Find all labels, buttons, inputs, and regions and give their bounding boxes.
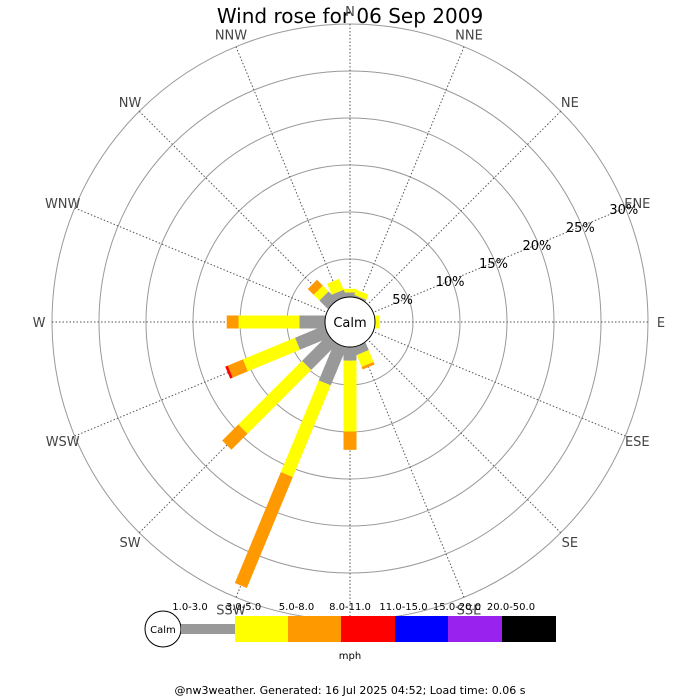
bar-sw-bin-1 [301,335,337,371]
legend-label-6: 15.0-20.0 [433,602,481,613]
bar-wsw-bin-3 [227,359,248,378]
legend-swatch-1 [181,624,235,634]
calm-label: Calm [333,316,366,331]
legend-swatch-3 [288,616,341,642]
direction-label-sw: SW [120,536,141,551]
legend-calm-label: Calm [150,625,176,636]
spoke-ese [374,331,626,437]
direction-label-e: E [657,316,665,331]
direction-label-nw: NW [119,96,142,111]
bar-sse-bin-1 [353,342,369,356]
bar-sse-bin-2 [356,350,374,367]
spoke-nne [359,46,465,298]
legend-label-7: 20.0-50.0 [487,602,535,613]
radial-tick-label-5: 25% [566,221,595,236]
direction-label-ene: ENE [624,197,650,212]
bar-wsw-bin-2 [242,337,300,372]
direction-label-wnw: WNW [45,197,81,212]
bar-nw-bin-2 [313,285,329,301]
bar-s-bin-1 [343,347,357,361]
bar-ssw-bin-1 [318,342,347,386]
bar-nne-bin-1 [353,294,367,302]
legend-label-4: 8.0-11.0 [329,602,371,613]
direction-label-w: W [33,316,46,331]
legend-swatch-6 [448,616,502,642]
bar-nw-bin-3 [307,279,323,295]
spoke-wnw [74,207,326,313]
direction-label-sse: SSE [457,603,482,618]
legend-label-2: 3.0-5.0 [226,602,261,613]
radial-tick-label-3: 15% [479,257,508,272]
radial-tick-label-4: 20% [522,239,551,254]
bar-n-bin-2 [343,288,357,293]
bar-w-bin-2 [238,315,300,329]
radial-tick-label-1: 5% [392,293,413,308]
spoke-nw [138,110,332,304]
legend-swatch-2 [235,616,288,642]
direction-label-wsw: WSW [46,435,80,450]
legend-swatch-5 [395,616,448,642]
direction-label-ese: ESE [625,435,650,450]
bar-wsw-bin-4 [225,365,233,379]
spoke-se [368,340,562,534]
direction-label-ssw: SSW [216,603,246,618]
direction-label-se: SE [562,536,578,551]
grid-ring-4 [145,117,555,527]
bar-sw-bin-3 [222,424,248,450]
bar-sw-bin-2 [238,360,312,434]
bar-n-bin-1 [343,292,357,297]
bar-nne-bin-2 [354,289,369,300]
direction-label-ne: NE [561,96,579,111]
footer-text: @nw3weather. Generated: 16 Jul 2025 04:5… [174,684,526,697]
radial-tick-label-2: 10% [436,275,465,290]
radial-tick-label-6: 30% [609,203,638,218]
bar-sse-bin-3 [361,361,375,370]
bar-ssw-bin-3 [234,472,293,589]
bar-e-bin-2 [374,315,380,329]
spoke-ne [368,110,562,304]
legend-label-5: 11.0-15.0 [379,602,427,613]
legend-swatch-4 [341,616,395,642]
direction-label-nnw: NNW [215,29,247,44]
legend-label-1: 1.0-3.0 [172,602,207,613]
bar-nnw-bin-2 [327,278,344,295]
spoke-sse [359,346,465,598]
direction-label-n: N [345,5,355,20]
legend-label-3: 5.0-8.0 [279,602,314,613]
spoke-nnw [235,46,341,298]
bar-s-bin-2 [343,360,357,432]
legend-unit-label: mph [339,651,361,662]
bar-s-bin-3 [343,431,357,450]
bar-ssw-bin-2 [280,380,331,478]
calm-circle [324,296,376,348]
bar-nnw-bin-1 [331,289,347,302]
bar-wsw-bin-1 [294,325,330,350]
direction-label-nne: NNE [455,29,483,44]
bar-w-bin-3 [226,315,239,329]
bar-w-bin-1 [299,315,325,329]
legend-swatch-7 [502,616,556,642]
